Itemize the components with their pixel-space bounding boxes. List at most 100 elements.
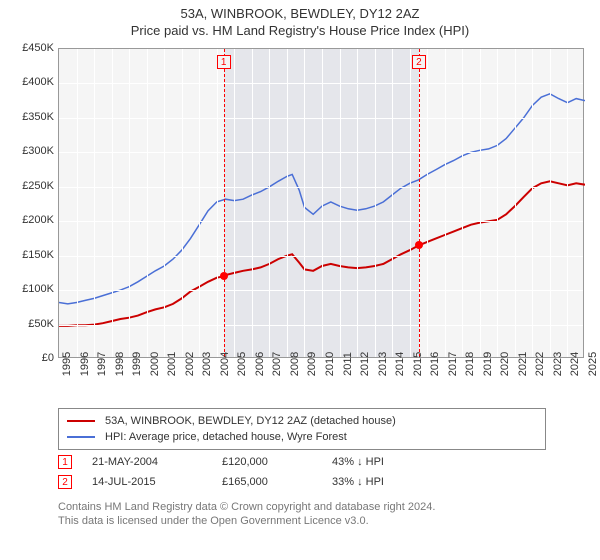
gridline-h <box>59 290 583 291</box>
xtick-label: 1997 <box>96 352 108 376</box>
xtick-label: 2001 <box>166 352 178 376</box>
gridline-v <box>304 49 305 357</box>
ytick-label: £100K <box>8 283 54 295</box>
gridline-v <box>164 49 165 357</box>
sales-delta: 33% ↓ HPI <box>332 476 462 488</box>
xtick-label: 2013 <box>377 352 389 376</box>
footer-line1: Contains HM Land Registry data © Crown c… <box>58 500 558 514</box>
sales-date: 21-MAY-2004 <box>92 456 202 468</box>
xtick-label: 2024 <box>569 352 581 376</box>
xtick-label: 2019 <box>482 352 494 376</box>
xtick-label: 2008 <box>289 352 301 376</box>
marker-dashline <box>224 49 225 357</box>
gridline-v <box>147 49 148 357</box>
gridline-v <box>322 49 323 357</box>
xtick-label: 1999 <box>131 352 143 376</box>
sales-marker: 1 <box>58 455 72 469</box>
chart: 12 £0£50K£100K£150K£200K£250K£300K£350K£… <box>8 44 592 404</box>
ytick-label: £0 <box>8 352 54 364</box>
xtick-label: 2016 <box>429 352 441 376</box>
gridline-v <box>480 49 481 357</box>
gridline-v <box>515 49 516 357</box>
sale-point <box>220 272 228 280</box>
gridline-v <box>392 49 393 357</box>
legend: 53A, WINBROOK, BEWDLEY, DY12 2AZ (detach… <box>58 408 546 450</box>
footer: Contains HM Land Registry data © Crown c… <box>58 500 558 528</box>
marker-box: 2 <box>412 55 426 69</box>
gridline-v <box>112 49 113 357</box>
gridline-h <box>59 187 583 188</box>
gridline-v <box>234 49 235 357</box>
gridline-v <box>199 49 200 357</box>
xtick-label: 2002 <box>184 352 196 376</box>
sales-delta: 43% ↓ HPI <box>332 456 462 468</box>
gridline-v <box>77 49 78 357</box>
xtick-label: 2000 <box>149 352 161 376</box>
legend-label: 53A, WINBROOK, BEWDLEY, DY12 2AZ (detach… <box>105 413 396 429</box>
gridline-v <box>129 49 130 357</box>
ytick-label: £250K <box>8 180 54 192</box>
xtick-label: 2017 <box>447 352 459 376</box>
xtick-label: 2011 <box>342 352 354 376</box>
gridline-v <box>94 49 95 357</box>
ytick-label: £350K <box>8 111 54 123</box>
gridline-h <box>59 325 583 326</box>
gridline-h <box>59 83 583 84</box>
gridline-v <box>410 49 411 357</box>
legend-label: HPI: Average price, detached house, Wyre… <box>105 429 347 445</box>
xtick-label: 2014 <box>394 352 406 376</box>
gridline-v <box>567 49 568 357</box>
legend-swatch <box>67 420 95 422</box>
ytick-label: £150K <box>8 249 54 261</box>
xtick-label: 1995 <box>61 352 73 376</box>
footer-line2: This data is licensed under the Open Gov… <box>58 514 558 528</box>
sales-table: 1 21-MAY-2004 £120,000 43% ↓ HPI 2 14-JU… <box>58 452 546 492</box>
sales-row: 2 14-JUL-2015 £165,000 33% ↓ HPI <box>58 472 546 492</box>
xtick-label: 2003 <box>201 352 213 376</box>
xtick-label: 2021 <box>517 352 529 376</box>
gridline-v <box>340 49 341 357</box>
xtick-label: 2006 <box>254 352 266 376</box>
chart-title: 53A, WINBROOK, BEWDLEY, DY12 2AZ Price p… <box>0 0 600 38</box>
gridline-v <box>532 49 533 357</box>
xtick-label: 2009 <box>306 352 318 376</box>
gridline-h <box>59 118 583 119</box>
xtick-label: 2022 <box>534 352 546 376</box>
xtick-label: 2023 <box>552 352 564 376</box>
sales-price: £120,000 <box>222 456 312 468</box>
gridline-v <box>357 49 358 357</box>
title-address: 53A, WINBROOK, BEWDLEY, DY12 2AZ <box>0 6 600 21</box>
gridline-v <box>375 49 376 357</box>
xtick-label: 2005 <box>236 352 248 376</box>
gridline-h <box>59 221 583 222</box>
xtick-label: 2010 <box>324 352 336 376</box>
gridline-v <box>462 49 463 357</box>
xtick-label: 2015 <box>412 352 424 376</box>
xtick-label: 2020 <box>499 352 511 376</box>
ytick-label: £200K <box>8 214 54 226</box>
gridline-h <box>59 256 583 257</box>
marker-dashline <box>419 49 420 357</box>
xtick-label: 2007 <box>271 352 283 376</box>
gridline-v <box>427 49 428 357</box>
sales-price: £165,000 <box>222 476 312 488</box>
xtick-label: 2004 <box>219 352 231 376</box>
marker-box: 1 <box>217 55 231 69</box>
ytick-label: £50K <box>8 318 54 330</box>
sales-row: 1 21-MAY-2004 £120,000 43% ↓ HPI <box>58 452 546 472</box>
sale-point <box>415 241 423 249</box>
gridline-v <box>497 49 498 357</box>
xtick-label: 2025 <box>587 352 599 376</box>
gridline-v <box>217 49 218 357</box>
plot-area: 12 <box>58 48 584 358</box>
title-subtitle: Price paid vs. HM Land Registry's House … <box>0 23 600 38</box>
gridline-v <box>182 49 183 357</box>
ytick-label: £400K <box>8 76 54 88</box>
xtick-label: 2012 <box>359 352 371 376</box>
gridline-v <box>287 49 288 357</box>
sales-marker: 2 <box>58 475 72 489</box>
gridline-v <box>269 49 270 357</box>
ytick-label: £300K <box>8 145 54 157</box>
gridline-v <box>252 49 253 357</box>
ytick-label: £450K <box>8 42 54 54</box>
